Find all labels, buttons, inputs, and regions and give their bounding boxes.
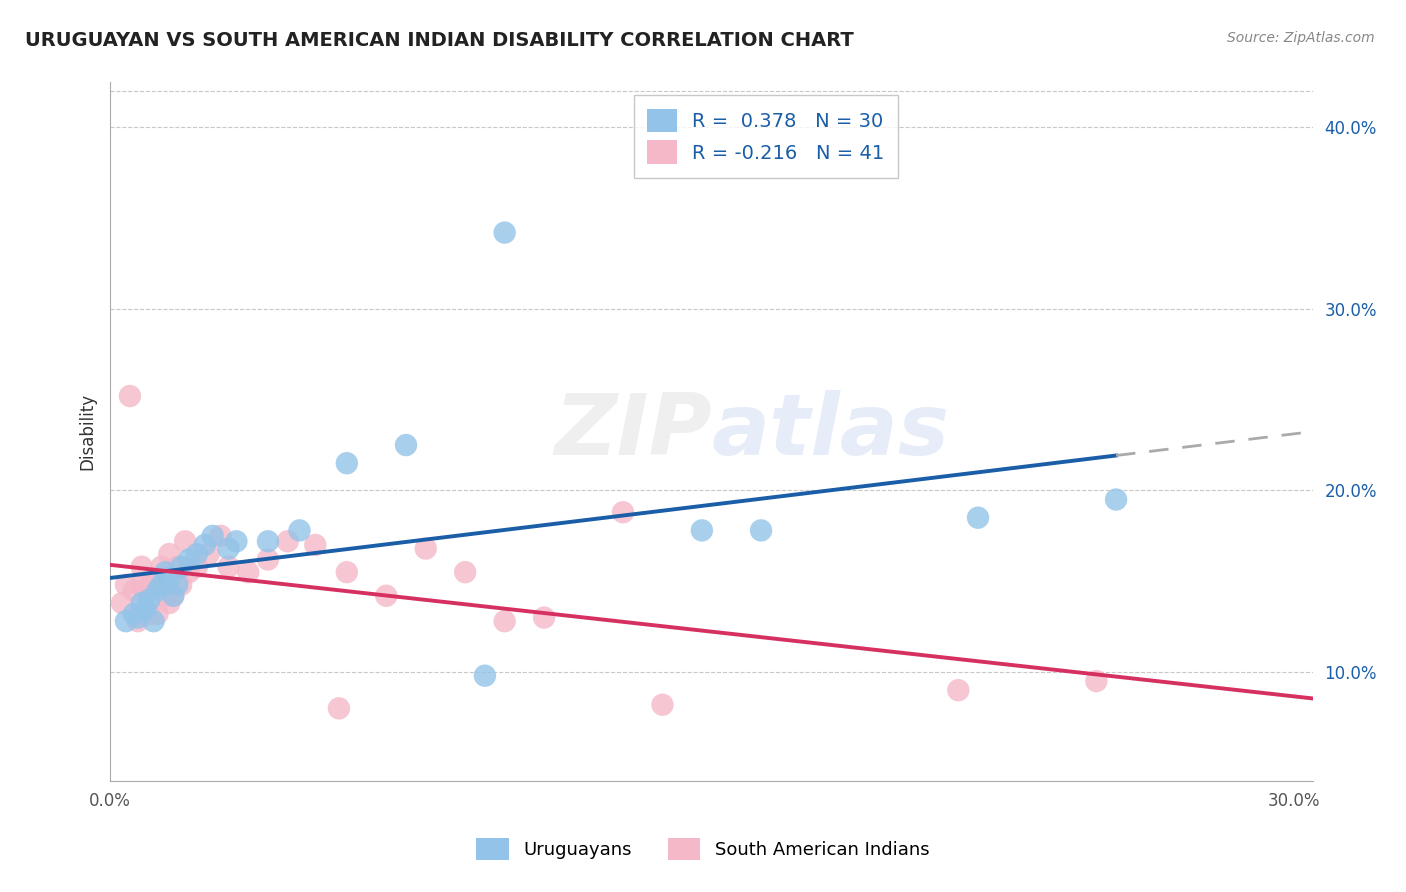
Point — [415, 541, 437, 556]
Text: Source: ZipAtlas.com: Source: ZipAtlas.com — [1227, 31, 1375, 45]
Point — [257, 552, 280, 566]
Point — [257, 534, 280, 549]
Point — [218, 541, 240, 556]
Point — [111, 596, 134, 610]
Point — [174, 534, 197, 549]
Point — [651, 698, 673, 712]
Point — [162, 589, 184, 603]
Point — [150, 578, 173, 592]
Point — [142, 574, 165, 589]
Text: ZIP: ZIP — [554, 390, 711, 473]
Point — [186, 547, 208, 561]
Point — [186, 559, 208, 574]
Point — [138, 578, 160, 592]
Legend: Uruguayans, South American Indians: Uruguayans, South American Indians — [470, 830, 936, 867]
Text: atlas: atlas — [711, 390, 950, 473]
Point — [690, 524, 713, 538]
Point — [375, 589, 398, 603]
Point — [277, 534, 299, 549]
Point — [166, 559, 188, 574]
Point — [131, 559, 153, 574]
Point — [454, 565, 477, 579]
Point — [162, 589, 184, 603]
Point — [170, 559, 193, 574]
Point — [209, 529, 232, 543]
Point — [967, 510, 990, 524]
Point — [138, 607, 160, 621]
Point — [201, 529, 224, 543]
Point — [177, 565, 200, 579]
Point — [749, 524, 772, 538]
Point — [146, 607, 169, 621]
Point — [533, 610, 555, 624]
Point — [177, 552, 200, 566]
Point — [612, 505, 634, 519]
Point — [157, 571, 180, 585]
Point — [1105, 492, 1128, 507]
Y-axis label: Disability: Disability — [79, 392, 96, 470]
Point — [127, 610, 149, 624]
Point — [494, 226, 516, 240]
Point — [304, 538, 326, 552]
Point — [135, 601, 157, 615]
Point — [146, 583, 169, 598]
Point — [131, 578, 153, 592]
Point — [218, 559, 240, 574]
Point — [494, 614, 516, 628]
Point — [150, 578, 173, 592]
Point — [127, 614, 149, 628]
Point — [948, 683, 970, 698]
Point — [138, 592, 160, 607]
Point — [142, 614, 165, 628]
Point — [122, 583, 145, 598]
Point — [170, 578, 193, 592]
Point — [238, 565, 260, 579]
Point — [336, 456, 359, 470]
Text: URUGUAYAN VS SOUTH AMERICAN INDIAN DISABILITY CORRELATION CHART: URUGUAYAN VS SOUTH AMERICAN INDIAN DISAB… — [25, 31, 853, 50]
Point — [197, 547, 219, 561]
Point — [166, 578, 188, 592]
Point — [157, 547, 180, 561]
Point — [118, 389, 141, 403]
Point — [288, 524, 311, 538]
Point — [135, 583, 157, 598]
Point — [395, 438, 418, 452]
Point — [157, 596, 180, 610]
Point — [336, 565, 359, 579]
Point — [131, 596, 153, 610]
Point — [225, 534, 247, 549]
Point — [1085, 674, 1108, 689]
Point — [115, 614, 138, 628]
Point — [155, 589, 177, 603]
Point — [150, 559, 173, 574]
Point — [122, 607, 145, 621]
Point — [328, 701, 350, 715]
Legend: R =  0.378   N = 30, R = -0.216   N = 41: R = 0.378 N = 30, R = -0.216 N = 41 — [634, 95, 898, 178]
Point — [474, 668, 496, 682]
Point — [194, 538, 217, 552]
Point — [115, 578, 138, 592]
Point — [155, 565, 177, 579]
